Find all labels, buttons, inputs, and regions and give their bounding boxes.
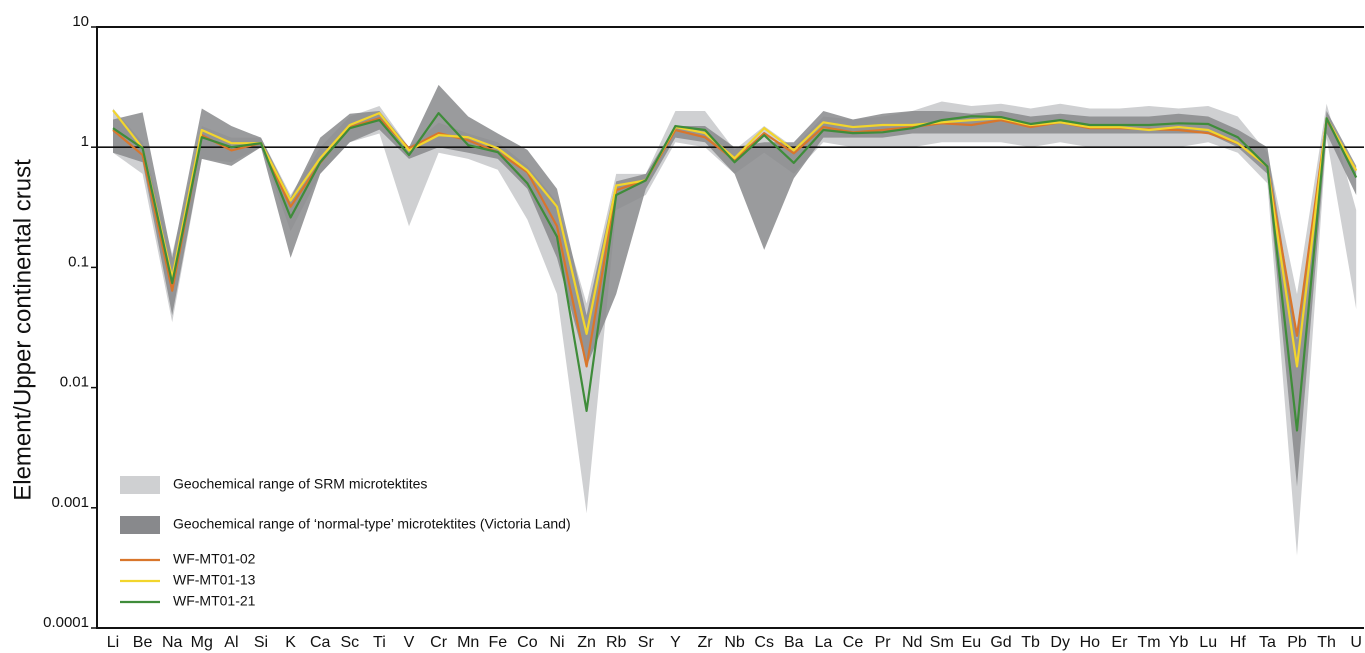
x-tick-label: Yb xyxy=(1169,634,1189,651)
y-tick-label: 0.001 xyxy=(51,494,89,511)
x-tick-label: Ce xyxy=(843,634,864,651)
x-tick-label: Ni xyxy=(549,634,564,651)
x-tick-label: Eu xyxy=(962,634,982,651)
x-tick-label: Fe xyxy=(488,634,507,651)
x-tick-label: Rb xyxy=(606,634,627,651)
x-tick-label: Ba xyxy=(784,634,804,651)
x-tick-label: V xyxy=(404,634,415,651)
x-tick-label: U xyxy=(1350,634,1362,651)
legend-label: WF-MT01-02 xyxy=(173,551,256,567)
x-tick-label: Y xyxy=(670,634,681,651)
y-tick-label: 0.1 xyxy=(68,253,89,270)
x-tick-label: Na xyxy=(162,634,183,651)
y-axis-label: Element/Upper continental crust xyxy=(9,159,36,501)
x-tick-label: Al xyxy=(224,634,238,651)
x-tick-label: Zr xyxy=(697,634,713,651)
x-tick-label: Cs xyxy=(754,634,774,651)
x-tick-label: Nd xyxy=(902,634,922,651)
legend-label: WF-MT01-21 xyxy=(173,593,256,609)
series-line xyxy=(112,112,1358,432)
x-tick-label: Sc xyxy=(340,634,359,651)
x-tick-label: Sm xyxy=(930,634,954,651)
axis-frame xyxy=(96,26,1364,629)
x-tick-label: Gd xyxy=(990,634,1011,651)
x-tick-label: Mg xyxy=(191,634,213,651)
y-tick-label: 1 xyxy=(81,133,89,150)
x-tick-label: Ca xyxy=(310,634,331,651)
x-tick-label: Er xyxy=(1111,634,1128,651)
x-tick-label: Pr xyxy=(875,634,892,651)
x-tick-label: La xyxy=(815,634,833,651)
y-tick-label: 10 xyxy=(72,13,89,30)
x-tick-label: Si xyxy=(254,634,268,651)
legend-swatch xyxy=(120,516,160,534)
legend-swatch xyxy=(120,476,160,494)
x-tick-label: Ti xyxy=(373,634,386,651)
x-tick-label: Dy xyxy=(1050,634,1070,651)
x-tick-label: Th xyxy=(1317,634,1336,651)
x-tick-label: Mn xyxy=(457,634,479,651)
series-line xyxy=(112,109,1358,368)
legend-label: WF-MT01-13 xyxy=(173,572,256,588)
x-tick-label: Pb xyxy=(1287,634,1307,651)
x-tick-label: K xyxy=(285,634,296,651)
legend-label: Geochemical range of ‘normal-type’ micro… xyxy=(173,516,571,532)
x-tick-label: Ta xyxy=(1259,634,1276,651)
y-tick-label: 0.0001 xyxy=(43,614,89,631)
x-tick-label: Li xyxy=(107,634,119,651)
y-tick-label: 0.01 xyxy=(60,374,89,391)
x-tick-label: Hf xyxy=(1230,634,1247,651)
x-tick-label: Cr xyxy=(430,634,448,651)
x-tick-label: Tb xyxy=(1021,634,1040,651)
x-tick-label: Zn xyxy=(577,634,596,651)
x-tick-label: Nb xyxy=(724,634,745,651)
x-tick-label: Co xyxy=(517,634,538,651)
range-band xyxy=(113,84,1357,487)
x-tick-label: Be xyxy=(133,634,153,651)
x-tick-label: Sr xyxy=(638,634,655,651)
x-tick-label: Tm xyxy=(1137,634,1160,651)
x-tick-label: Lu xyxy=(1199,634,1217,651)
legend-label: Geochemical range of SRM microtektites xyxy=(173,476,427,492)
x-tick-label: Ho xyxy=(1080,634,1101,651)
